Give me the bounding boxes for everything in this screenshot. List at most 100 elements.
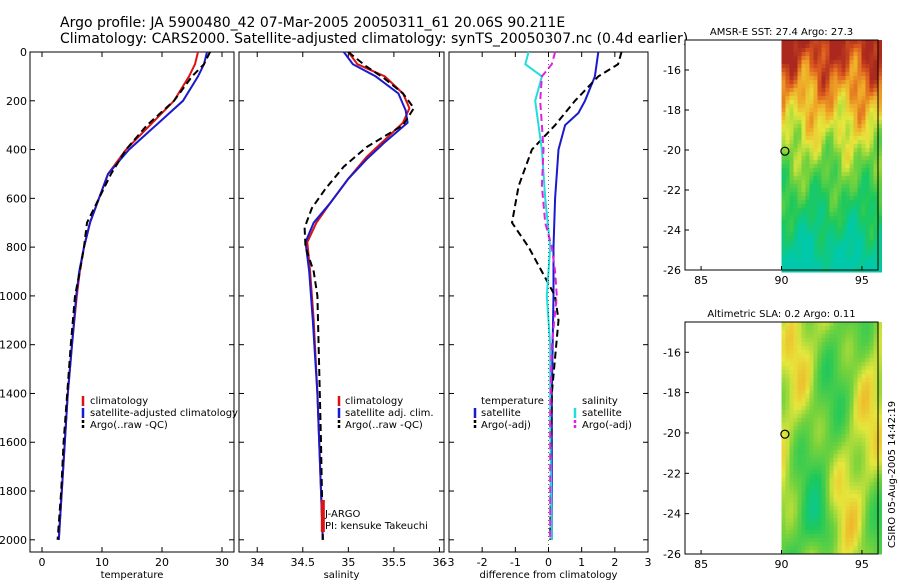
heatmap-cell bbox=[861, 88, 866, 93]
heatmap-cell bbox=[805, 550, 810, 555]
heatmap-cell bbox=[865, 434, 870, 439]
heatmap-cell bbox=[789, 144, 794, 149]
heatmap-cell bbox=[845, 498, 850, 503]
heatmap-cell bbox=[853, 72, 858, 77]
temperature-legend-label: climatology bbox=[90, 396, 148, 407]
heatmap-cell bbox=[833, 438, 838, 443]
heatmap-cell bbox=[813, 358, 818, 363]
heatmap-cell bbox=[865, 196, 870, 201]
heatmap-cell bbox=[841, 164, 846, 169]
heatmap-cell bbox=[781, 132, 786, 137]
heatmap-cell bbox=[857, 64, 862, 69]
heatmap-cell bbox=[853, 534, 858, 539]
heatmap-cell bbox=[813, 370, 818, 375]
heatmap-cell bbox=[877, 216, 882, 221]
heatmap-cell bbox=[857, 48, 862, 53]
heatmap-cell bbox=[873, 244, 878, 249]
heatmap-cell bbox=[829, 350, 834, 355]
heatmap-cell bbox=[841, 334, 846, 339]
heatmap-cell bbox=[797, 80, 802, 85]
heatmap-cell bbox=[781, 474, 786, 479]
heatmap-cell bbox=[857, 542, 862, 547]
heatmap-cell bbox=[825, 326, 830, 331]
heatmap-cell bbox=[861, 168, 866, 173]
heatmap-cell bbox=[877, 64, 882, 69]
heatmap-cell bbox=[825, 334, 830, 339]
heatmap-cell bbox=[789, 68, 794, 73]
heatmap-cell bbox=[845, 398, 850, 403]
heatmap-cell bbox=[833, 236, 838, 241]
heatmap-cell bbox=[849, 478, 854, 483]
heatmap-cell bbox=[837, 386, 842, 391]
heatmap-cell bbox=[801, 526, 806, 531]
heatmap-cell bbox=[817, 474, 822, 479]
heatmap-cell bbox=[841, 330, 846, 335]
heatmap-cell bbox=[813, 152, 818, 157]
heatmap-cell bbox=[793, 236, 798, 241]
heatmap-cell bbox=[785, 216, 790, 221]
heatmap-cell bbox=[877, 164, 882, 169]
heatmap-cell bbox=[817, 342, 822, 347]
heatmap-cell bbox=[809, 208, 814, 213]
heatmap-cell bbox=[857, 144, 862, 149]
heatmap-cell bbox=[781, 112, 786, 117]
heatmap-cell bbox=[849, 172, 854, 177]
heatmap-cell bbox=[853, 140, 858, 145]
heatmap-cell bbox=[797, 402, 802, 407]
heatmap-cell bbox=[873, 470, 878, 475]
heatmap-cell bbox=[837, 124, 842, 129]
heatmap-cell bbox=[869, 378, 874, 383]
heatmap-cell bbox=[837, 240, 842, 245]
heatmap-cell bbox=[825, 52, 830, 57]
heatmap-cell bbox=[805, 200, 810, 205]
heatmap-cell bbox=[845, 426, 850, 431]
heatmap-cell bbox=[869, 530, 874, 535]
heatmap-cell bbox=[837, 44, 842, 49]
heatmap-cell bbox=[865, 338, 870, 343]
heatmap-cell bbox=[877, 426, 882, 431]
heatmap-cell bbox=[841, 498, 846, 503]
heatmap-cell bbox=[869, 224, 874, 229]
heatmap-cell bbox=[797, 236, 802, 241]
heatmap-cell bbox=[829, 44, 834, 49]
heatmap-cell bbox=[809, 546, 814, 551]
heatmap-cell bbox=[813, 346, 818, 351]
heatmap-cell bbox=[801, 402, 806, 407]
heatmap-cell bbox=[857, 490, 862, 495]
heatmap-cell bbox=[845, 68, 850, 73]
heatmap-cell bbox=[785, 64, 790, 69]
heatmap-cell bbox=[869, 434, 874, 439]
heatmap-cell bbox=[841, 486, 846, 491]
heatmap-cell bbox=[797, 514, 802, 519]
heatmap-cell bbox=[841, 354, 846, 359]
heatmap-cell bbox=[793, 418, 798, 423]
heatmap-cell bbox=[801, 108, 806, 113]
heatmap-cell bbox=[829, 176, 834, 181]
heatmap-cell bbox=[877, 530, 882, 535]
heatmap-cell bbox=[801, 208, 806, 213]
heatmap-cell bbox=[869, 502, 874, 507]
heatmap-cell bbox=[833, 462, 838, 467]
heatmap-cell bbox=[789, 116, 794, 121]
heatmap-cell bbox=[817, 92, 822, 97]
heatmap-cell bbox=[853, 256, 858, 261]
heatmap-cell bbox=[821, 406, 826, 411]
heatmap-cell bbox=[833, 454, 838, 459]
heatmap-cell bbox=[785, 486, 790, 491]
heatmap-cell bbox=[789, 506, 794, 511]
heatmap-cell bbox=[797, 342, 802, 347]
heatmap-cell bbox=[837, 450, 842, 455]
heatmap-cell bbox=[853, 450, 858, 455]
heatmap-cell bbox=[793, 442, 798, 447]
heatmap-cell bbox=[797, 140, 802, 145]
heatmap-cell bbox=[817, 164, 822, 169]
heatmap-cell bbox=[833, 546, 838, 551]
heatmap-cell bbox=[817, 52, 822, 57]
heatmap-cell bbox=[873, 148, 878, 153]
heatmap-cell bbox=[837, 526, 842, 531]
heatmap-cell bbox=[877, 510, 882, 515]
heatmap-cell bbox=[801, 446, 806, 451]
heatmap-cell bbox=[805, 538, 810, 543]
heatmap-cell bbox=[821, 474, 826, 479]
heatmap-cell bbox=[845, 466, 850, 471]
